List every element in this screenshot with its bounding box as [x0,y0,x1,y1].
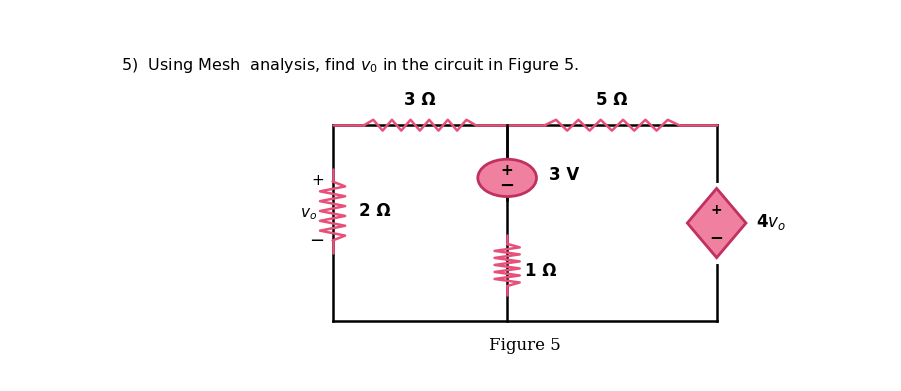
Text: 5 Ω: 5 Ω [596,91,628,109]
Text: 3 V: 3 V [549,166,579,184]
Text: +: + [312,173,324,188]
Text: +: + [501,163,514,178]
Text: −: − [309,232,324,250]
Text: +: + [711,203,723,217]
Text: −: − [499,177,514,195]
Text: 5)  Using $\mathsf{Mesh}$  analysis, find $\mathit{v}_0$ in the circuit in Figur: 5) Using $\mathsf{Mesh}$ analysis, find … [121,56,578,75]
Polygon shape [687,188,746,258]
Text: $\mathit{v}_o$: $\mathit{v}_o$ [300,206,317,222]
Text: −: − [710,228,724,246]
Text: 4$\mathit{v}_o$: 4$\mathit{v}_o$ [757,212,787,231]
Text: 1 Ω: 1 Ω [524,262,556,280]
Text: Figure 5: Figure 5 [488,337,560,355]
Text: 3 Ω: 3 Ω [404,91,436,109]
Ellipse shape [478,159,536,197]
Text: 2 Ω: 2 Ω [359,202,391,220]
